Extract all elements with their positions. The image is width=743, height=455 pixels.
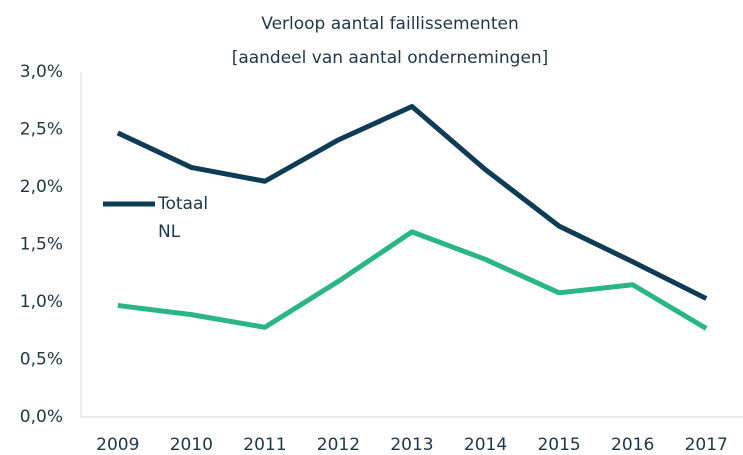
x-tick-label: 2010: [170, 435, 213, 455]
series-line: [116, 104, 708, 301]
x-tick-label: 2013: [390, 435, 433, 455]
x-tick-label: 2012: [317, 435, 360, 455]
series-line: [117, 229, 708, 331]
y-tick-label: 3,0%: [20, 62, 63, 82]
x-tick-label: 2017: [685, 435, 728, 455]
y-tick-label: 0,5%: [20, 350, 63, 370]
y-tick-label: 0,0%: [20, 407, 63, 427]
x-tick-label: 2009: [96, 435, 139, 455]
y-tick-label: 1,5%: [20, 235, 63, 255]
x-tick-label: 2015: [537, 435, 580, 455]
x-tick-label: 2011: [243, 435, 286, 455]
y-tick-label: 2,0%: [20, 177, 63, 197]
chart-title: Verloop aantal faillissementen: [261, 14, 518, 34]
x-tick-label: 2014: [464, 435, 507, 455]
y-tick-label: 2,5%: [20, 120, 63, 140]
y-tick-label: 1,0%: [20, 292, 63, 312]
x-tick-label: 2016: [611, 435, 654, 455]
legend-label: Totaal NL: [158, 194, 209, 242]
chart-subtitle: [aandeel van aantal ondernemingen]: [232, 48, 549, 68]
